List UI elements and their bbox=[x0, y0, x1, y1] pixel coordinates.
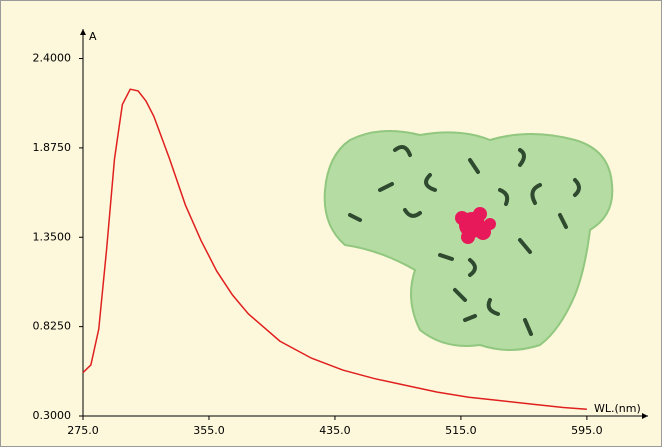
y-tick-label: 1.3500 bbox=[33, 230, 72, 243]
x-tick-label: 515.0 bbox=[445, 424, 477, 437]
x-tick-label: 355.0 bbox=[193, 424, 225, 437]
y-tick-label: 0.8250 bbox=[33, 320, 72, 333]
x-axis-label: WL.(nm) bbox=[594, 402, 641, 415]
y-axis-label: A bbox=[89, 30, 97, 43]
y-tick-label: 1.8750 bbox=[33, 141, 72, 154]
x-tick-label: 275.0 bbox=[67, 424, 99, 437]
x-tick-label: 435.0 bbox=[319, 424, 351, 437]
chart: A WL.(nm) 0.3000 0.8250 1.3500 1.8750 2.4000… bbox=[0, 0, 662, 447]
y-tick-label: 0.3000 bbox=[33, 409, 72, 422]
x-tick-label: 595.0 bbox=[571, 424, 603, 437]
page: A WL.(nm) 0.3000 0.8250 1.3500 1.8750 2.4000… bbox=[0, 0, 662, 447]
y-tick-label: 2.4000 bbox=[33, 52, 72, 65]
